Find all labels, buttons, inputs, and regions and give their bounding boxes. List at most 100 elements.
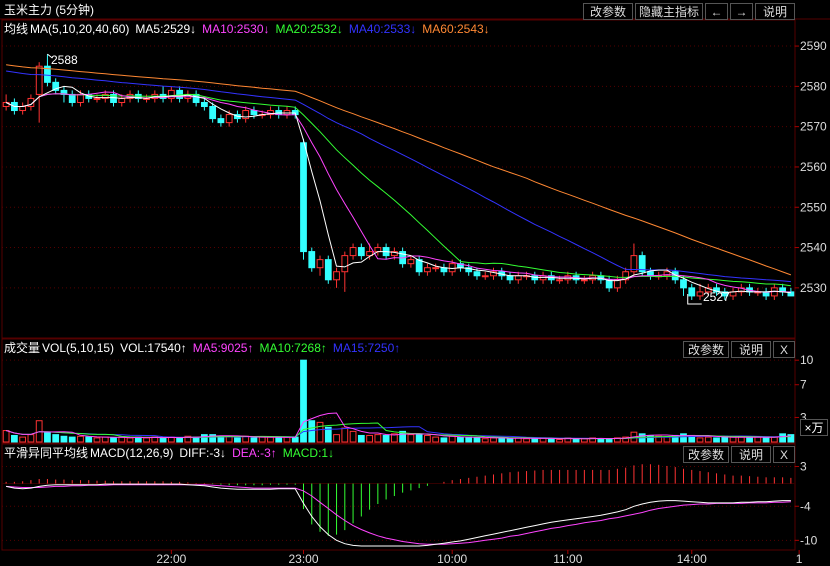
candle-body [506,275,514,281]
volume-bar [2,430,10,443]
candle-body [242,110,250,120]
volume-bar [52,434,60,443]
price-tick-label: 2580 [800,79,827,93]
candle-body [647,271,654,277]
candle-body [225,114,233,124]
candle-body [118,97,126,103]
volume-bar [44,431,51,443]
ma60-value: MA60:2543↓ [422,22,490,36]
candle-body [407,259,415,265]
time-tick-label: 1 [796,552,803,566]
volume-bar [415,434,423,443]
volume-bar [663,436,671,443]
volume-bar [258,436,266,443]
params-button[interactable]: 改参数 [583,3,633,20]
time-tick-label: 14:00 [677,552,707,566]
volume-bar [605,438,613,443]
volume-bar [250,437,258,443]
volume-bar [333,434,340,443]
ma10-value: MA10:2530↓ [202,22,270,36]
price-tick-label: 2570 [800,120,827,134]
volume-bar [176,437,183,443]
candle-body [638,255,646,273]
volume-bar [713,437,720,443]
volume-bar [390,433,398,443]
vol-ma10-value: MA10:7268↑ [259,341,327,355]
volume-bar [580,438,588,443]
candle-body [333,271,340,281]
candle-body [680,279,687,289]
right-arrow-icon[interactable]: → [730,3,753,20]
vol-value: VOL:17540↑ [120,341,187,355]
candle-body [101,93,109,99]
diff-value: DIFF:-3↓ [179,446,227,460]
panel-frame-0 [1,19,796,339]
hide-main-indicator-button[interactable]: 隐藏主指标 [635,3,703,20]
ma5-line [5,85,791,294]
panel-frame-1 [1,338,796,444]
candle-body [200,101,208,108]
candle-body [580,279,588,282]
macd-close-icon[interactable]: X [773,446,795,463]
volume-bar [192,436,200,443]
low-marker [687,293,702,305]
dea-value: DEA:-3↑ [232,446,277,460]
vol-params-button[interactable]: 改参数 [683,341,729,358]
volume-bar [101,436,109,443]
vol-help-button[interactable]: 说明 [731,341,771,358]
volume-bar [457,436,464,443]
volume-bar [754,436,762,443]
volume-tick-label: 10 [800,353,814,367]
volume-bar [531,438,539,443]
volume-bar [597,438,605,443]
chart-title: 玉米主力 (5分钟) [4,2,100,18]
macd-params-button[interactable]: 改参数 [683,446,729,463]
macd-legend: 平滑异同平均线 MACD(12,26,9) DIFF:-3↓ DEA:-3↑ MACD:… [4,445,340,461]
vol-ma5-line [5,412,791,440]
vol-params: VOL(5,10,15) [42,341,115,355]
help-button[interactable]: 说明 [755,3,795,20]
macd-label: 平滑异同平均线 [4,446,89,460]
volume-bar [200,434,208,443]
candle-body [93,97,101,100]
volume-bar [696,437,704,443]
candle-body [68,93,76,103]
volume-bar [547,438,555,443]
volume-bar [349,430,357,443]
left-arrow-icon[interactable]: ← [705,3,728,20]
volume-bar [77,435,84,443]
candle-body [473,271,481,277]
volume-bar [19,436,27,443]
volume-bar [779,433,787,443]
ma60-line [6,64,792,276]
candle-body [481,275,489,278]
volume-bar [184,435,192,443]
candle-body [324,259,332,281]
volume-bar [10,434,18,443]
title-text: 玉米主力 (5分钟) [4,3,95,17]
vol-ma15-value: MA15:7250↑ [332,341,401,355]
volume-bar [506,438,514,443]
volume-bar [556,439,563,443]
candle-body [357,247,365,257]
volume-unit-button[interactable]: ×万 [800,419,828,436]
macd-tick-label: -10 [800,533,818,547]
volume-bar [267,436,274,443]
price-tick-label: 2560 [800,160,827,174]
macd-help-button[interactable]: 说明 [731,446,771,463]
ma5-value: MA5:2529↓ [135,22,197,36]
ma40-value: MA40:2533↓ [348,22,417,36]
volume-bar [85,436,93,443]
volume-bar [481,438,489,443]
price-tick-label: 2590 [800,39,827,53]
vol-close-icon[interactable]: X [773,341,795,358]
ma-label: 均线 [4,22,29,36]
macd-params: MACD(12,26,9) [90,446,174,460]
candle-body [316,259,324,269]
volume-bar [407,434,415,443]
volume-bar [523,438,530,443]
volume-bar [143,437,150,443]
candle-body [374,247,382,253]
volume-bar [787,434,795,443]
